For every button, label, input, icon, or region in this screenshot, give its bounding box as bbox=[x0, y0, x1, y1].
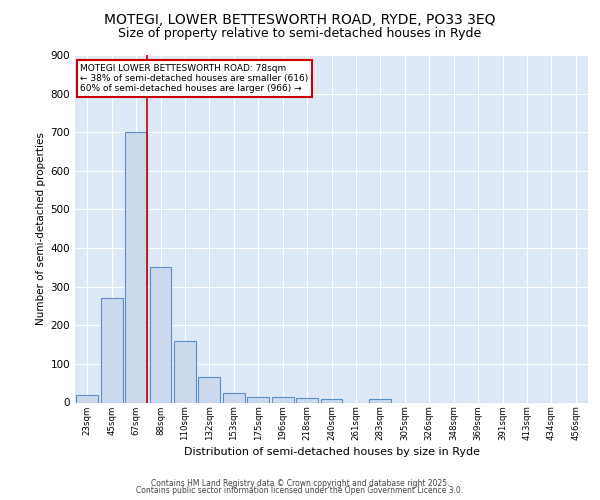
Text: Contains public sector information licensed under the Open Government Licence 3.: Contains public sector information licen… bbox=[136, 486, 464, 495]
Bar bbox=[174, 340, 196, 402]
Bar bbox=[320, 398, 343, 402]
Text: MOTEGI LOWER BETTESWORTH ROAD: 78sqm
← 38% of semi-detached houses are smaller (: MOTEGI LOWER BETTESWORTH ROAD: 78sqm ← 3… bbox=[80, 64, 308, 94]
X-axis label: Distribution of semi-detached houses by size in Ryde: Distribution of semi-detached houses by … bbox=[184, 447, 479, 457]
Bar bbox=[125, 132, 147, 402]
Text: Contains HM Land Registry data © Crown copyright and database right 2025.: Contains HM Land Registry data © Crown c… bbox=[151, 478, 449, 488]
Text: MOTEGI, LOWER BETTESWORTH ROAD, RYDE, PO33 3EQ: MOTEGI, LOWER BETTESWORTH ROAD, RYDE, PO… bbox=[104, 12, 496, 26]
Bar bbox=[272, 396, 293, 402]
Bar bbox=[370, 398, 391, 402]
Bar bbox=[223, 393, 245, 402]
Bar bbox=[149, 268, 172, 402]
Bar bbox=[199, 376, 220, 402]
Bar bbox=[76, 395, 98, 402]
Bar bbox=[247, 396, 269, 402]
Bar bbox=[296, 398, 318, 402]
Bar bbox=[101, 298, 122, 403]
Y-axis label: Number of semi-detached properties: Number of semi-detached properties bbox=[37, 132, 46, 325]
Text: Size of property relative to semi-detached houses in Ryde: Size of property relative to semi-detach… bbox=[118, 28, 482, 40]
